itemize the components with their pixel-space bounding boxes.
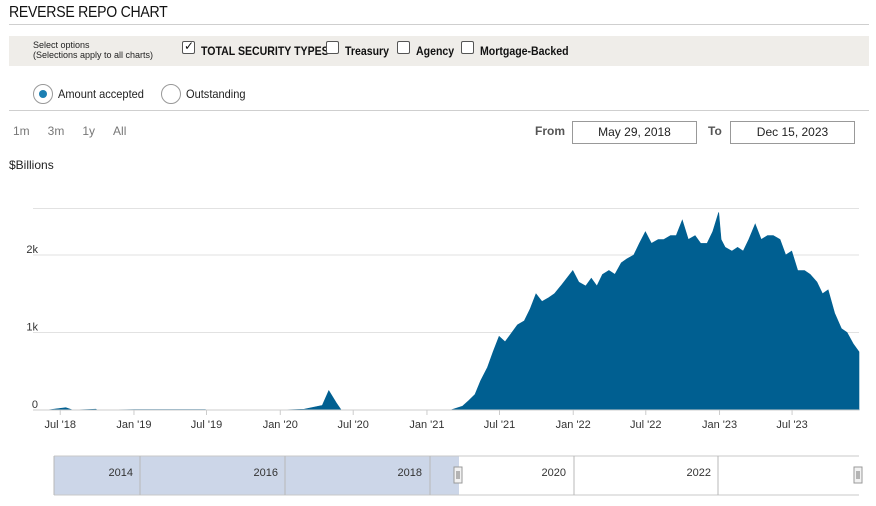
checkbox-mortgage-backed[interactable]: Mortgage-Backed: [461, 41, 581, 58]
navigator-handle-right[interactable]: [853, 466, 863, 484]
from-date-input[interactable]: May 29, 2018: [572, 121, 697, 144]
navigator-year-label: 2022: [687, 467, 711, 479]
x-tick-label: Jul '19: [191, 419, 222, 431]
title-divider: [9, 24, 869, 25]
checkbox-box[interactable]: [397, 41, 410, 54]
checkbox-total-security-types[interactable]: ✓ TOTAL SECURITY TYPES: [182, 39, 346, 58]
checkbox-treasury[interactable]: Treasury: [326, 41, 395, 58]
options-hint-title: Select options: [33, 40, 90, 50]
range-button-3m[interactable]: 3m: [47, 124, 65, 138]
view-mode-radios: Amount accepted Outstanding: [33, 84, 261, 104]
checkbox-label: Treasury: [345, 44, 390, 58]
checkbox-box[interactable]: ✓: [182, 39, 195, 54]
navigator-window: [459, 456, 859, 495]
navigator-mask-left: [54, 456, 459, 495]
x-tick-label: Jul '21: [484, 419, 515, 431]
x-tick-label: Jul '23: [776, 419, 807, 431]
range-button-all[interactable]: All: [113, 124, 127, 138]
radio-label: Outstanding: [186, 87, 246, 101]
x-tick-label: Jan '19: [116, 419, 151, 431]
y-tick-label: 1k: [26, 322, 38, 334]
checkbox-label: Mortgage-Backed: [480, 44, 569, 58]
checkbox-label: TOTAL SECURITY TYPES: [201, 44, 329, 58]
checkbox-agency[interactable]: Agency: [397, 41, 459, 58]
navigator-year-label: 2014: [109, 467, 133, 479]
x-tick-label: Jan '21: [409, 419, 444, 431]
to-date-input[interactable]: Dec 15, 2023: [730, 121, 855, 144]
checkbox-box[interactable]: [326, 41, 339, 54]
navigator-year-label: 2016: [254, 467, 278, 479]
checkmark-icon: ✓: [184, 39, 195, 53]
options-bar: Select options (Selections apply to all …: [9, 36, 869, 66]
range-button-1y[interactable]: 1y: [82, 124, 96, 138]
y-tick-label: 2k: [26, 244, 38, 256]
x-tick-label: Jul '20: [337, 419, 368, 431]
x-tick-label: Jan '22: [556, 419, 591, 431]
navigator-handle-left[interactable]: [453, 466, 463, 484]
to-label: To: [708, 124, 722, 138]
range-selector: 1m 3m 1y All: [13, 124, 144, 138]
navigator-year-label: 2018: [398, 467, 422, 479]
radio-button[interactable]: [161, 84, 182, 104]
y-tick-label: 0: [32, 399, 38, 411]
series-area: [46, 212, 860, 411]
radio-amount-accepted[interactable]: Amount accepted: [33, 84, 151, 104]
x-tick-label: Jan '20: [263, 419, 298, 431]
x-tick-label: Jan '23: [702, 419, 737, 431]
options-hint: Select options (Selections apply to all …: [33, 40, 153, 60]
y-axis-unit-label: $Billions: [9, 158, 54, 172]
radio-button-selected[interactable]: [33, 84, 53, 104]
controls-divider: [9, 110, 869, 111]
radio-label: Amount accepted: [58, 87, 144, 101]
checkbox-box[interactable]: [461, 41, 474, 54]
from-label: From: [535, 124, 565, 138]
checkbox-label: Agency: [416, 44, 455, 58]
navigator-year-label: 2020: [542, 467, 566, 479]
page-title: REVERSE REPO CHART: [9, 4, 168, 21]
range-button-1m[interactable]: 1m: [13, 124, 30, 138]
x-tick-label: Jul '22: [630, 419, 661, 431]
radio-outstanding[interactable]: Outstanding: [161, 84, 251, 104]
options-hint-note: (Selections apply to all charts): [33, 50, 154, 60]
x-tick-label: Jul '18: [44, 419, 75, 431]
